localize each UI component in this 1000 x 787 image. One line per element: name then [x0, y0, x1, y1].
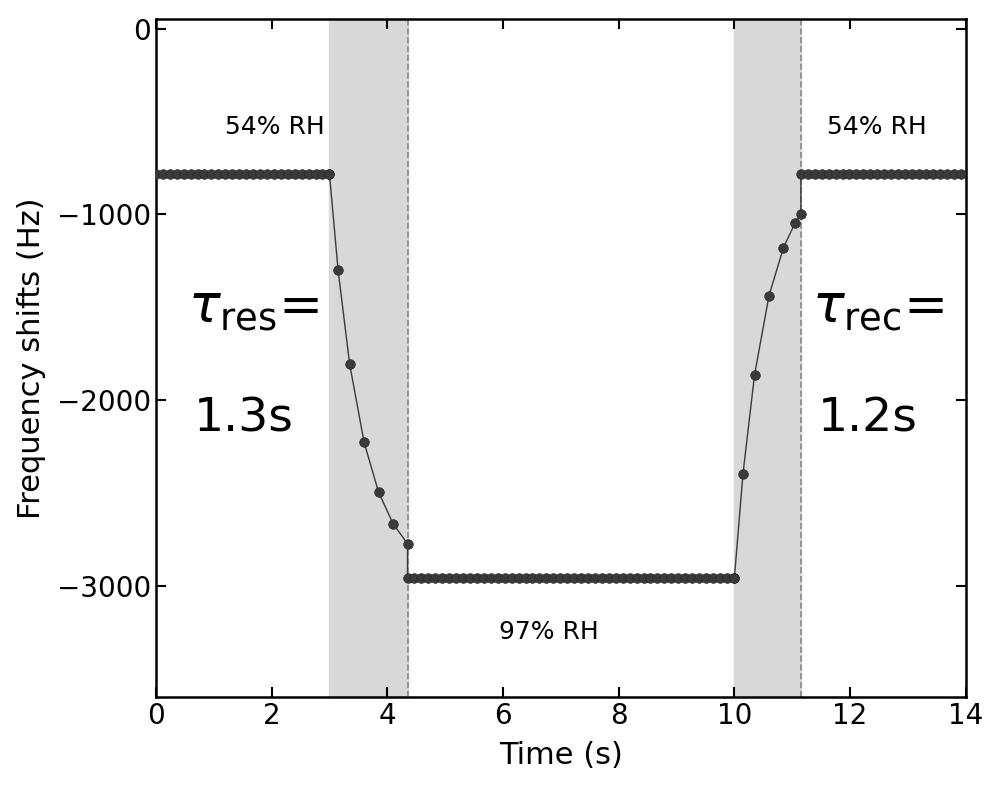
Text: 54% RH: 54% RH: [225, 115, 325, 139]
Text: 54% RH: 54% RH: [827, 115, 927, 139]
Text: $\tau_{\rm rec}$=: $\tau_{\rm rec}$=: [812, 281, 944, 333]
Text: 97% RH: 97% RH: [499, 620, 599, 645]
Y-axis label: Frequency shifts (Hz): Frequency shifts (Hz): [17, 198, 46, 519]
X-axis label: Time (s): Time (s): [499, 741, 623, 770]
Text: $\tau_{\rm res}$=: $\tau_{\rm res}$=: [188, 281, 319, 333]
Bar: [329, 20, 408, 697]
Bar: [734, 20, 801, 697]
Text: 1.2s: 1.2s: [818, 396, 918, 442]
Text: 1.3s: 1.3s: [193, 396, 293, 442]
